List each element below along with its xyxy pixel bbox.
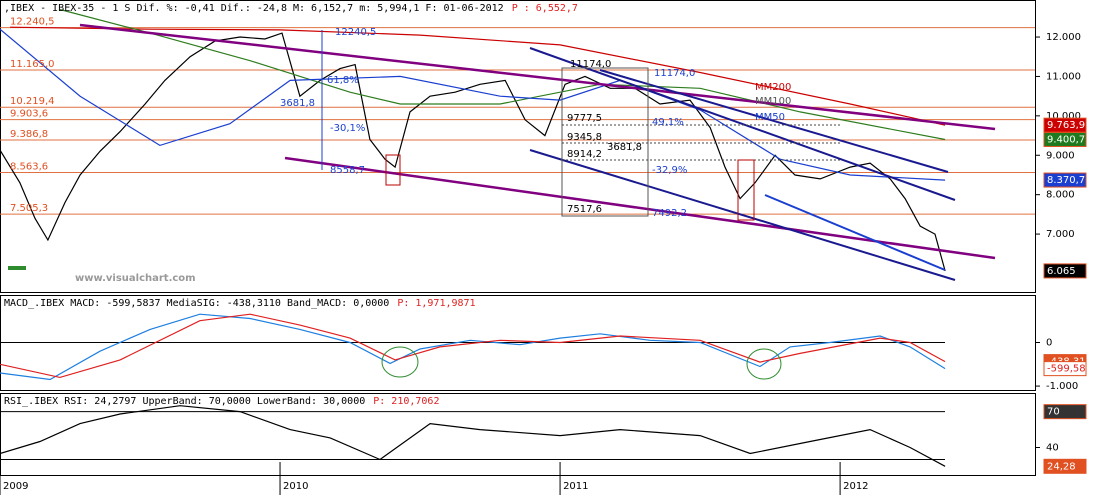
series-line [0, 313, 946, 381]
level-label: 10.219,4 [10, 96, 55, 107]
panel-price: P: 1,971,9871 [397, 298, 475, 309]
annotation: 3681,8 [280, 98, 315, 109]
x-tick-label: 2009 [3, 481, 28, 492]
value-box [1043, 404, 1087, 420]
x-tick-label: 2011 [563, 481, 588, 492]
annotation: MM100 [755, 96, 791, 107]
fib-box [561, 67, 649, 217]
price-panel [0, 0, 1036, 293]
highlight-box [737, 159, 755, 221]
logo-mark [8, 266, 26, 270]
cross-circle [381, 346, 419, 378]
panel-price: P: 210,7062 [373, 396, 439, 407]
series-line [10, 26, 946, 126]
annotation: 8558,7 [330, 165, 365, 176]
y-tick-label: 9.000 [1046, 150, 1075, 161]
annotation: 7517,6 [567, 204, 602, 215]
trend-line [529, 149, 956, 281]
cross-circle [746, 348, 782, 380]
annotation: 9345,8 [567, 132, 602, 143]
series-line [0, 28, 946, 181]
annotation: 11174,0 [654, 68, 695, 79]
layer [0, 8, 1035, 467]
level-label: 9.903,6 [10, 109, 48, 120]
x-tick-label: 2010 [283, 481, 308, 492]
y-tick-label: 10.000 [1046, 111, 1081, 122]
series-line [0, 32, 946, 272]
annotation: MM200 [755, 82, 791, 93]
value-box-label: 6.065 [1047, 266, 1076, 277]
level-label: 9.386,8 [10, 129, 48, 140]
panel-header: ,IBEX - IBEX-35 - 1 S Dif. %: -0,41 Dif.… [4, 3, 504, 14]
panel-header: RSI_.IBEX RSI: 24,2797 UpperBand: 70,000… [4, 396, 365, 407]
value-box-label: 70 [1047, 407, 1060, 418]
y-tick-label: 7.000 [1046, 229, 1075, 240]
highlight-box [385, 154, 401, 186]
level-label: 11.165,0 [10, 59, 55, 70]
y-tick-label: 40 [1046, 443, 1059, 454]
drawings [8, 23, 996, 380]
channel-line [79, 23, 996, 131]
value-box-label: 9.400,7 [1047, 134, 1085, 145]
y-tick-label: 12.000 [1046, 32, 1081, 43]
y-tick-label: 8.000 [1046, 190, 1075, 201]
trend-line [764, 194, 946, 271]
trend-line [529, 47, 956, 201]
annotation: 8914,2 [567, 149, 602, 160]
value-box [1043, 458, 1087, 474]
annotation: 9777,5 [567, 113, 602, 124]
y-tick-label: 11.000 [1046, 71, 1081, 82]
value-box [1043, 131, 1087, 147]
level-label: 12.240,5 [10, 17, 55, 28]
x-tick-label: 2012 [843, 481, 868, 492]
value-box-label: 24,28 [1047, 461, 1076, 472]
series-line [0, 405, 946, 467]
y-tick-label: 0 [1046, 338, 1052, 349]
panel-header: MACD_.IBEX MACD: -599,5837 MediaSIG: -43… [4, 298, 389, 309]
panel-price: P : 6,552,7 [512, 3, 578, 14]
value-box [1043, 263, 1087, 279]
annotation: 7492,2 [652, 208, 687, 219]
annotation: MM50 [755, 112, 785, 123]
annotation: 11174,0 [570, 59, 611, 70]
annotation: 61,8% [327, 75, 359, 86]
value-box [1043, 172, 1087, 188]
level-label: 7.505,3 [10, 203, 48, 214]
rsi-panel [0, 393, 1036, 476]
annotation: 49,1% [652, 117, 684, 128]
value-box [1043, 361, 1087, 377]
value-box-label: 8.370,7 [1047, 175, 1085, 186]
annotation: 12240,5 [335, 27, 376, 38]
series-line [0, 313, 946, 379]
annotation: -32,9% [652, 165, 687, 176]
level-label: 8.563,6 [10, 161, 48, 172]
annotation: www.visualchart.com [75, 273, 196, 284]
y-tick-label: -1.000 [1046, 381, 1078, 392]
annotation: -30,1% [330, 123, 365, 134]
annotation: 3681,8 [607, 142, 642, 153]
value-box-label: -599,58 [1047, 364, 1086, 375]
value-box-label: 9.763,9 [1047, 120, 1085, 131]
trend-line [599, 69, 949, 173]
